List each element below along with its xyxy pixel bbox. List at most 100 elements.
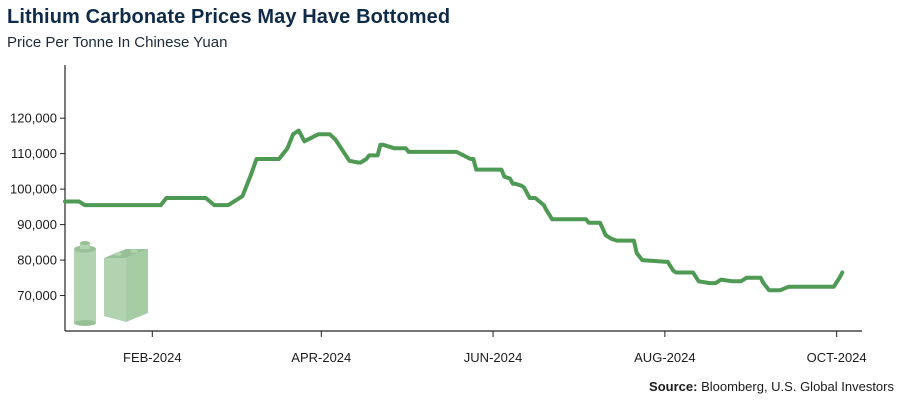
source-note: Source: Bloomberg, U.S. Global Investors (649, 379, 894, 394)
data-point (542, 203, 545, 206)
data-point (708, 282, 711, 285)
lithium-price-line (63, 128, 845, 293)
data-point (801, 285, 804, 288)
data-point (204, 196, 207, 199)
data-point (514, 182, 517, 185)
y-tick-label: 70,000 (17, 288, 57, 303)
data-point (590, 221, 593, 224)
data-point (500, 168, 503, 171)
chart-subtitle: Price Per Tonne In Chinese Yuan (7, 34, 228, 51)
data-point (165, 196, 168, 199)
chart-title: Lithium Carbonate Prices May Have Bottom… (7, 6, 451, 28)
y-tick-label: 110,000 (11, 146, 57, 161)
data-point (767, 289, 770, 292)
data-point (832, 285, 835, 288)
x-axis-ticks: FEB-2024 APR-2024 JUN-2024 AUG-2024 OCT-2024 (123, 331, 867, 365)
data-point (675, 271, 678, 274)
x-tick-label: JUN-2024 (464, 350, 523, 365)
prismatic-terminal-left (114, 252, 122, 256)
data-point (368, 154, 371, 157)
data-point (598, 221, 601, 224)
cylinder-cell-base (74, 320, 96, 326)
data-point (379, 143, 382, 146)
y-axis-ticks: 70,000 80,000 90,000 100,000 110,000 120,000 (10, 111, 65, 303)
data-point (520, 184, 523, 187)
x-tick-label: AUG-2024 (634, 350, 695, 365)
data-point (151, 203, 154, 206)
data-point (787, 285, 790, 288)
source-text: Bloomberg, U.S. Global Investors (701, 379, 894, 394)
x-tick-label: APR-2024 (291, 350, 351, 365)
data-point (545, 209, 548, 212)
data-point (435, 150, 438, 153)
data-point (322, 133, 325, 136)
cylinder-cell-terminal-top (80, 241, 90, 245)
y-tick-label: 100,000 (10, 182, 57, 197)
data-point (356, 161, 359, 164)
data-point (266, 157, 269, 160)
data-point (317, 133, 320, 136)
data-point (618, 239, 621, 242)
data-point (528, 196, 531, 199)
data-point (759, 276, 762, 279)
data-point (672, 269, 675, 272)
data-point (635, 251, 638, 254)
prismatic-cell-front (104, 258, 126, 322)
data-point (241, 195, 244, 198)
data-point (522, 186, 525, 189)
data-point (407, 150, 410, 153)
prismatic-terminal-right (130, 249, 138, 253)
data-point (720, 278, 723, 281)
data-point (469, 157, 472, 160)
source-label: Source: (649, 379, 698, 394)
data-point (745, 276, 748, 279)
data-point (393, 147, 396, 150)
data-point (534, 196, 537, 199)
data-point (821, 285, 824, 288)
data-point (632, 239, 635, 242)
data-point (779, 289, 782, 292)
data-point (841, 271, 844, 274)
data-point (666, 260, 669, 263)
data-point (413, 150, 416, 153)
data-point (697, 280, 700, 283)
data-point (475, 168, 478, 171)
data-point (328, 133, 331, 136)
data-point (511, 182, 514, 185)
data-point (376, 154, 379, 157)
data-point (714, 282, 717, 285)
data-point (804, 285, 807, 288)
data-point (762, 282, 765, 285)
data-point (348, 159, 351, 162)
data-point (63, 200, 66, 203)
data-point (491, 168, 494, 171)
data-point (455, 150, 458, 153)
data-point (615, 239, 618, 242)
data-point (503, 175, 506, 178)
cylinder-cell-body (74, 250, 96, 323)
x-tick-label: OCT-2024 (807, 350, 867, 365)
data-point (277, 157, 280, 160)
data-point (255, 157, 258, 160)
data-point (739, 280, 742, 283)
data-point (508, 177, 511, 180)
data-point (365, 157, 368, 160)
data-point (83, 203, 86, 206)
data-point (838, 276, 841, 279)
data-point (494, 168, 497, 171)
data-point (587, 221, 590, 224)
battery-cells-icon (74, 241, 148, 326)
data-point (576, 218, 579, 221)
y-tick-label: 120,000 (10, 111, 57, 126)
data-point (641, 258, 644, 261)
data-point (793, 285, 796, 288)
data-point (359, 161, 362, 164)
y-tick-label: 80,000 (17, 253, 57, 268)
data-point (159, 203, 162, 206)
data-point (472, 157, 475, 160)
data-point (663, 260, 666, 263)
data-point (334, 138, 337, 141)
data-point (604, 234, 607, 237)
